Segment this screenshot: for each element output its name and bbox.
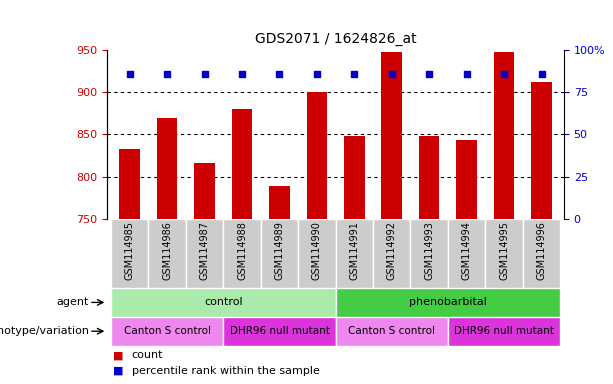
- Text: GSM114990: GSM114990: [312, 221, 322, 280]
- Text: GSM114985: GSM114985: [124, 221, 135, 280]
- Bar: [111, 317, 223, 346]
- Text: DHR96 null mutant: DHR96 null mutant: [229, 326, 329, 336]
- Text: percentile rank within the sample: percentile rank within the sample: [132, 366, 319, 376]
- Title: GDS2071 / 1624826_at: GDS2071 / 1624826_at: [255, 32, 416, 46]
- Text: Canton S control: Canton S control: [348, 326, 435, 336]
- Bar: [194, 163, 215, 219]
- Text: GSM114991: GSM114991: [349, 221, 359, 280]
- Text: agent: agent: [56, 297, 89, 308]
- Bar: [186, 219, 223, 288]
- Text: count: count: [132, 350, 163, 360]
- Bar: [411, 219, 448, 288]
- Bar: [336, 317, 448, 346]
- Point: [237, 71, 247, 78]
- Text: GSM114988: GSM114988: [237, 221, 247, 280]
- Text: GSM114995: GSM114995: [499, 221, 509, 280]
- Text: phenobarbital: phenobarbital: [409, 297, 487, 308]
- Bar: [456, 140, 477, 219]
- Text: GSM114992: GSM114992: [387, 221, 397, 280]
- Bar: [232, 109, 253, 219]
- Text: genotype/variation: genotype/variation: [0, 326, 89, 336]
- Bar: [298, 219, 336, 288]
- Bar: [336, 219, 373, 288]
- Bar: [306, 92, 327, 219]
- Bar: [336, 288, 560, 317]
- Text: ■: ■: [113, 366, 124, 376]
- Point: [349, 71, 359, 78]
- Point: [200, 71, 210, 78]
- Bar: [373, 219, 411, 288]
- Bar: [269, 186, 290, 219]
- Bar: [344, 136, 365, 219]
- Bar: [494, 51, 514, 219]
- Bar: [523, 219, 560, 288]
- Point: [536, 71, 546, 78]
- Point: [125, 71, 135, 78]
- Bar: [148, 219, 186, 288]
- Text: DHR96 null mutant: DHR96 null mutant: [454, 326, 554, 336]
- Text: GSM114996: GSM114996: [536, 221, 547, 280]
- Bar: [261, 219, 298, 288]
- Bar: [157, 118, 177, 219]
- Point: [462, 71, 471, 78]
- Text: GSM114989: GSM114989: [275, 221, 284, 280]
- Bar: [485, 219, 523, 288]
- Text: GSM114986: GSM114986: [162, 221, 172, 280]
- Bar: [381, 51, 402, 219]
- Bar: [120, 149, 140, 219]
- Text: GSM114987: GSM114987: [200, 221, 210, 280]
- Bar: [223, 317, 336, 346]
- Bar: [448, 317, 560, 346]
- Point: [499, 71, 509, 78]
- Bar: [419, 136, 440, 219]
- Bar: [111, 219, 148, 288]
- Text: Canton S control: Canton S control: [124, 326, 211, 336]
- Text: control: control: [204, 297, 243, 308]
- Bar: [531, 82, 552, 219]
- Text: GSM114993: GSM114993: [424, 221, 434, 280]
- Bar: [223, 219, 261, 288]
- Point: [424, 71, 434, 78]
- Point: [312, 71, 322, 78]
- Bar: [111, 288, 336, 317]
- Point: [275, 71, 284, 78]
- Point: [387, 71, 397, 78]
- Text: ■: ■: [113, 350, 124, 360]
- Point: [162, 71, 172, 78]
- Bar: [448, 219, 485, 288]
- Text: GSM114994: GSM114994: [462, 221, 471, 280]
